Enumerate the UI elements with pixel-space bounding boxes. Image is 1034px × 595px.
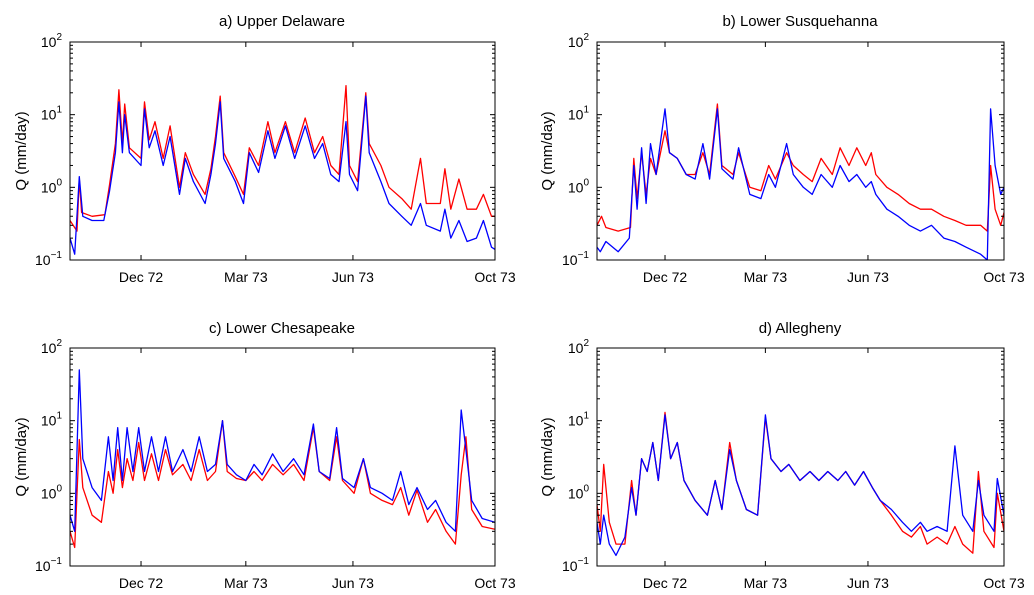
y-tick-label: 100 <box>41 483 63 501</box>
y-tick-label: 100 <box>41 177 63 195</box>
y-tick-label: 100 <box>568 177 590 195</box>
panel-title: a) Upper Delaware <box>219 13 345 30</box>
panel-title: b) Lower Susquehanna <box>722 13 878 30</box>
y-axis-label: Q (mm/day) <box>539 417 556 496</box>
y-tick-label: 10−1 <box>35 556 62 574</box>
x-tick-label: Dec 72 <box>643 575 688 591</box>
x-tick-label: Dec 72 <box>119 575 164 591</box>
y-tick-label: 102 <box>41 338 63 356</box>
y-tick-label: 101 <box>568 105 590 123</box>
panel-title: d) Allegheny <box>759 320 842 337</box>
series-line-blue <box>70 95 495 255</box>
plot-area-frame <box>596 41 1005 261</box>
y-tick-label: 10−1 <box>562 250 589 268</box>
y-tick-label: 101 <box>41 411 63 429</box>
x-tick-label: Jun 73 <box>332 269 374 285</box>
y-tick-label: 10−1 <box>562 556 589 574</box>
y-axis-label: Q (mm/day) <box>539 111 556 190</box>
x-tick-label: Jun 73 <box>332 575 374 591</box>
y-tick-label: 101 <box>568 411 590 429</box>
x-tick-label: Mar 73 <box>224 269 268 285</box>
x-tick-label: Oct 73 <box>474 575 515 591</box>
x-tick-label: Oct 73 <box>474 269 515 285</box>
x-tick-label: Oct 73 <box>983 575 1024 591</box>
plot-area-frame <box>69 41 496 261</box>
series-line-blue <box>597 108 1004 260</box>
x-tick-label: Mar 73 <box>224 575 268 591</box>
y-tick-label: 10−1 <box>35 250 62 268</box>
series-line-blue <box>70 369 495 532</box>
plot-area-frame <box>69 347 496 567</box>
y-tick-label: 100 <box>568 483 590 501</box>
x-tick-label: Jun 73 <box>847 269 889 285</box>
series-line-blue <box>597 414 1004 557</box>
plot-area-frame <box>596 347 1005 567</box>
y-tick-label: 102 <box>568 32 590 50</box>
x-tick-label: Mar 73 <box>744 575 788 591</box>
x-tick-label: Oct 73 <box>983 269 1024 285</box>
x-tick-label: Mar 73 <box>744 269 788 285</box>
panel-allegheny: d) Allegheny Q (mm/day) 10−1 100 101 102 Dec… <box>539 320 1025 591</box>
series-line-red <box>70 420 495 549</box>
x-tick-label: Dec 72 <box>643 269 688 285</box>
x-tick-label: Dec 72 <box>119 269 164 285</box>
panel-upper-delaware: a) Upper Delaware Q (mm/day) 10−1 100 101 1… <box>13 13 516 285</box>
panel-lower-chesapeake: c) Lower Chesapeake Q (mm/day) 10−1 100 10… <box>13 320 516 591</box>
y-tick-label: 102 <box>568 338 590 356</box>
x-tick-label: Jun 73 <box>847 575 889 591</box>
y-axis-label: Q (mm/day) <box>13 111 30 190</box>
panel-lower-susquehanna: b) Lower Susquehanna Q (mm/day) 10−1 100 1… <box>539 13 1025 285</box>
panel-title: c) Lower Chesapeake <box>209 320 355 337</box>
y-tick-label: 102 <box>41 32 63 50</box>
y-tick-label: 101 <box>41 105 63 123</box>
y-axis-label: Q (mm/day) <box>13 417 30 496</box>
